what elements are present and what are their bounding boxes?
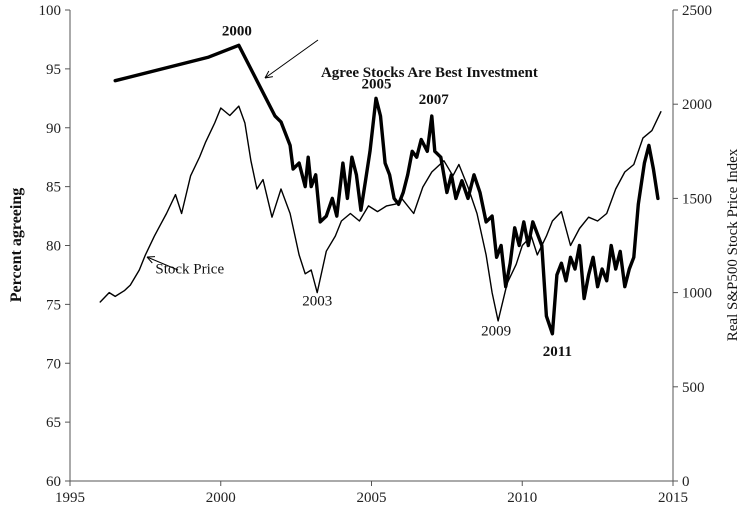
x-tick-label: 2015 <box>658 490 688 506</box>
y-left-tick-label: 90 <box>46 121 61 137</box>
y-right-tick-label: 500 <box>682 380 705 396</box>
x-tick-label: 2000 <box>206 490 236 506</box>
y-left-tick-label: 75 <box>46 297 61 313</box>
x-tick-label: 1995 <box>55 490 85 506</box>
y-right-tick-label: 1000 <box>682 286 712 302</box>
annotation-arrow-agree-head <box>264 70 273 79</box>
annotations: 2000 2003 2005 2007 2009 2011 Agree Stocks Are… <box>146 23 572 360</box>
y-left-tick-label: 100 <box>39 3 62 19</box>
y-right-tick-label: 1500 <box>682 191 712 207</box>
y-right-tick-label: 0 <box>682 474 690 490</box>
y-left-tick-label: 70 <box>46 356 61 372</box>
x-tick-label: 2010 <box>507 490 537 506</box>
series-line-agree <box>113 43 660 336</box>
annotation-label: 2007 <box>419 92 450 108</box>
series-line-stock-price <box>99 105 662 322</box>
y-left-tick-label: 80 <box>46 239 61 255</box>
annotation-arrow-agree <box>264 39 319 79</box>
annotation-label: Stock Price <box>155 261 224 277</box>
annotation-label: 2003 <box>302 293 332 309</box>
y-left-tick-label: 95 <box>46 62 61 78</box>
x-tick-label: 2005 <box>357 490 387 506</box>
annotation-label: Agree Stocks Are Best Investment <box>321 65 538 81</box>
annotation-label: 2009 <box>481 323 511 339</box>
y-axis-left-label: Percent agreeing <box>8 188 25 302</box>
annotation-arrow-stock-price <box>146 256 179 271</box>
y-right-tick-label: 2500 <box>682 3 712 19</box>
annotation-label: 2011 <box>543 344 572 360</box>
tick-labels: 1995 2000 2005 2010 201560657075808590951000… <box>39 3 713 506</box>
annotation-label: 2005 <box>362 76 392 92</box>
y-left-tick-label: 60 <box>46 474 61 490</box>
annotation-arrow-stock-price-head <box>146 256 156 264</box>
annotation-label: 2000 <box>222 23 252 39</box>
y-right-tick-label: 2000 <box>682 97 712 113</box>
series-lines <box>99 43 662 336</box>
y-left-tick-label: 65 <box>46 415 61 431</box>
y-axis-right-label: Real S&P500 Stock Price Index <box>725 148 741 341</box>
y-left-tick-label: 85 <box>46 180 61 196</box>
axes <box>65 9 678 486</box>
